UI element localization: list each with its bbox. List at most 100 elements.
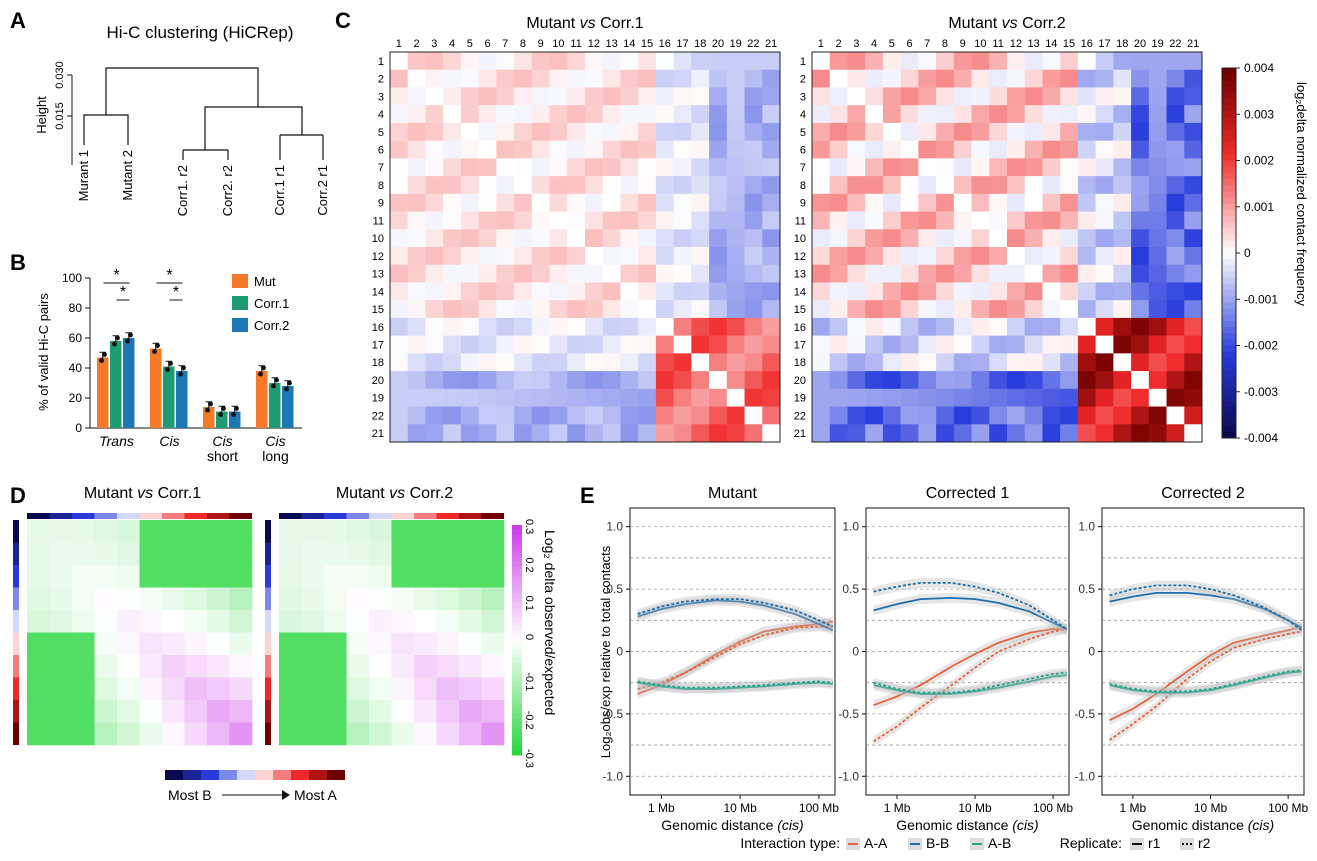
heatmap-d-cell	[301, 610, 325, 633]
heatmap-c-cell	[638, 317, 657, 336]
bar-corr1-2	[216, 411, 228, 428]
heatmap-c-cell	[602, 406, 621, 425]
heatmap-c-cell	[744, 105, 763, 124]
heatmap-c-cell	[1131, 52, 1150, 71]
heatmap-c-cell	[744, 371, 763, 390]
heatmap-c-col-label: 1	[818, 38, 824, 50]
heatmap-c-cell	[762, 300, 781, 319]
heatmap-c-cell	[585, 69, 604, 88]
heatmap-c-cell	[514, 229, 533, 248]
heatmap-c-cell	[443, 335, 462, 354]
bar-mut-3	[256, 371, 268, 428]
heatmap-c-col-label: 4	[449, 38, 455, 50]
heatmap-c-cell	[1077, 105, 1096, 124]
heatmap-c-cell	[478, 69, 497, 88]
heatmap-c-col-label: 8	[520, 38, 526, 50]
heatmap-c-cell	[1095, 282, 1114, 301]
colorbar-c-segment	[1222, 117, 1236, 124]
heatmap-c-cell	[829, 105, 848, 124]
heatmap-c-cell	[865, 176, 884, 195]
colorbar-d-segment	[512, 621, 522, 627]
heatmap-c-cell	[1113, 193, 1132, 212]
heatmap-c-cell	[620, 211, 639, 230]
heatmap-c-cell	[460, 193, 479, 212]
heatmap-c-cell	[709, 105, 728, 124]
heatmap-c-cell	[407, 353, 426, 372]
heatmap-c-cell	[882, 52, 901, 71]
heatmap-d-cell	[301, 722, 325, 746]
heatmap-c-cell	[1042, 406, 1061, 425]
line-chart-xtick-label: 1 Mb	[648, 801, 675, 815]
heatmap-c-cell	[1024, 317, 1043, 336]
colorbar-c-segment	[1222, 74, 1236, 81]
heatmap-c-cell	[620, 371, 639, 390]
heatmap-d-cell	[72, 722, 95, 746]
bar-data-point	[165, 367, 170, 372]
heatmap-c-cell	[390, 282, 409, 301]
heatmap-d-side-strip	[265, 587, 271, 610]
colorbar-d-segment	[512, 750, 522, 756]
heatmap-c-cell	[425, 87, 444, 106]
heatmap-c-cell	[478, 158, 497, 177]
heatmap-c-cell	[726, 388, 745, 407]
heatmap-c-row-label: 22	[372, 410, 384, 422]
heatmap-c-cell	[1095, 176, 1114, 195]
colorbar-d-tick-label: 0.2	[523, 557, 535, 572]
heatmap-c-cell	[1007, 300, 1026, 319]
heatmap-c-cell	[989, 69, 1008, 88]
heatmap-c-cell	[989, 193, 1008, 212]
heatmap-c-cell	[567, 211, 586, 230]
heatmap-c-cell	[602, 229, 621, 248]
heatmap-c-cell	[847, 424, 866, 443]
heatmap-d-top-strip	[459, 513, 482, 519]
heatmap-c-cell	[744, 52, 763, 71]
heatmap-c-cell	[691, 87, 710, 106]
heatmap-d-cell	[414, 520, 437, 543]
line-chart-ytick-label: 0.5	[606, 582, 623, 596]
heatmap-d-side-strip	[13, 520, 19, 543]
heatmap-c-cell	[1024, 176, 1043, 195]
heatmap-c-cell	[812, 176, 831, 195]
heatmap-d-cell	[324, 632, 347, 656]
heatmap-d-legend-strip	[165, 770, 183, 780]
heatmap-c-cell	[638, 158, 657, 177]
line-chart-ytick-label: 1.0	[842, 520, 859, 534]
heatmap-c-cell	[1095, 52, 1114, 71]
heatmap-c-cell	[971, 335, 990, 354]
heatmap-c-cell	[478, 247, 497, 266]
heatmap-d-cell	[207, 542, 230, 566]
heatmap-c-cell	[1166, 388, 1185, 407]
heatmap-c-cell	[709, 282, 728, 301]
colorbar-d-segment	[512, 543, 522, 549]
heatmap-c-cell	[1060, 52, 1079, 71]
heatmap-c-cell	[460, 158, 479, 177]
heatmap-c-cell	[762, 176, 781, 195]
heatmap-c-cell	[1060, 282, 1079, 301]
heatmap-c-cell	[900, 52, 919, 71]
heatmap-c-cell	[549, 406, 568, 425]
heatmap-c-cell	[514, 122, 533, 141]
heatmap-d-cell	[391, 655, 415, 678]
line-chart-ytick-label: -0.5	[1074, 707, 1095, 721]
line-confidence-band	[1109, 665, 1302, 697]
bar-data-point	[284, 386, 289, 392]
heatmap-c-cell	[1131, 105, 1150, 124]
heatmap-c-cell	[407, 264, 426, 283]
heatmap-c-cell	[1060, 317, 1079, 336]
heatmap-c-cell	[390, 424, 409, 443]
line-a-b-r2	[873, 671, 1067, 694]
heatmap-d-cell	[162, 542, 185, 566]
heatmap-c-cell	[514, 282, 533, 301]
heatmap-c-cell	[407, 406, 426, 425]
heatmap-d-top-strip	[139, 513, 162, 519]
heatmap-c-cell	[390, 335, 409, 354]
heatmap-d-cell	[481, 677, 505, 701]
heatmap-d-legend-strip	[327, 770, 345, 780]
heatmap-c-cell	[620, 300, 639, 319]
heatmap-c-cell	[443, 424, 462, 443]
heatmap-d-cell	[459, 655, 482, 678]
heatmap-c-cell	[1042, 105, 1061, 124]
heatmap-c-cell	[496, 317, 515, 336]
heatmap-c-cell	[726, 211, 745, 230]
heatmap-c-cell	[812, 335, 831, 354]
